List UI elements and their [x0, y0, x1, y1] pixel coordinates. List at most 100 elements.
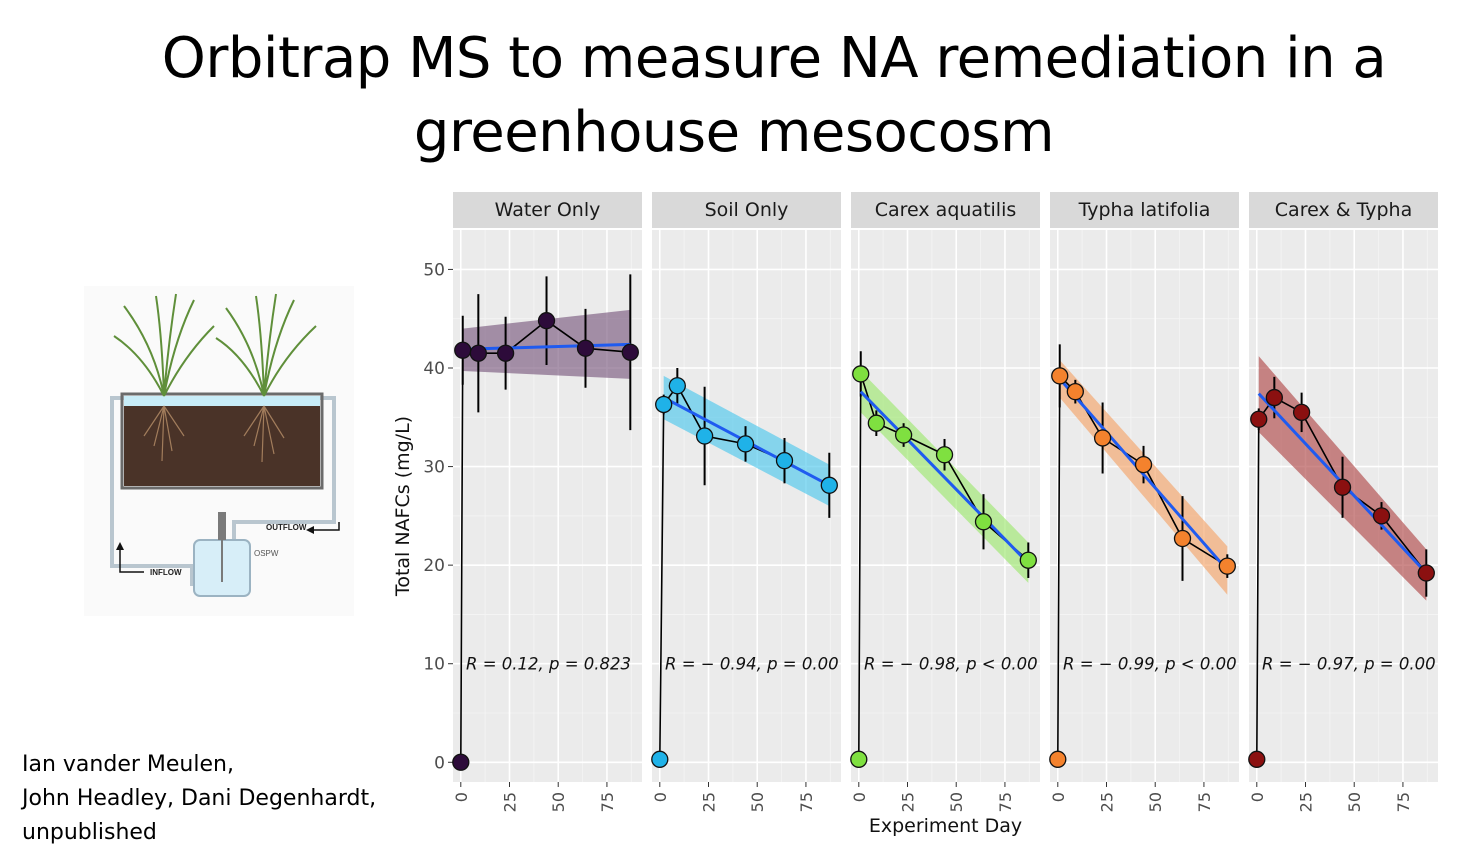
panel-1: Soil Only 0 25 50 75 R = − 0.94, p = 0.00 [651, 192, 841, 812]
stat-annotation-group: R = 0.12, p = 0.823 [466, 655, 631, 674]
x-tick-label: 50 [748, 792, 767, 812]
stat-annotation: R = 0.12, p = 0.823 [466, 655, 631, 674]
slide-title-line-1: Orbitrap MS to measure NA remediation in… [161, 26, 1387, 91]
data-point [576, 339, 595, 357]
x-tick-label: 50 [1345, 792, 1364, 812]
data-point [736, 435, 755, 453]
tank-frame [120, 392, 324, 490]
data-point [454, 341, 472, 359]
panel-strip [652, 192, 841, 228]
stat-annotation: R = − 0.94, p = 0.00 [665, 655, 839, 674]
inflow-pipe [110, 396, 194, 586]
x-tick-label: 0 [1248, 792, 1267, 802]
panel-background [1050, 230, 1239, 782]
outflow-arrow-head-icon [306, 526, 314, 534]
y-tick-label: 50 [423, 260, 445, 280]
panel-strip-label: Carex aquatilis [875, 199, 1017, 221]
panel-strip [1249, 192, 1438, 228]
x-tick-label: 75 [598, 792, 617, 812]
x-tick-label: 0 [850, 792, 869, 802]
data-point [1417, 564, 1435, 582]
stat-annotation: R = − 0.98, p < 0.00 [864, 655, 1038, 674]
author-line-1: Ian vander Meulen, [22, 752, 234, 777]
stat-annotation-group: R = − 0.97, p = 0.00 [1262, 655, 1436, 674]
stat-annotation-group: R = − 0.99, p < 0.00 [1063, 655, 1237, 674]
x-tick-label: 25 [1098, 792, 1117, 812]
data-point [496, 344, 515, 362]
slide-title: Orbitrap MS to measure NA remediation in… [0, 22, 1468, 170]
x-tick-label: 25 [899, 792, 918, 812]
author-line-2: John Headley, Dani Degenhardt, [22, 786, 377, 811]
x-tick-label: 50 [947, 792, 966, 812]
panel-strip-label: Water Only [495, 199, 601, 221]
panel-strip [851, 192, 1040, 228]
panel-strip [1050, 192, 1239, 228]
x-axis-label: Experiment Day [869, 815, 1022, 837]
data-point [775, 452, 794, 470]
x-tick-label: 75 [1195, 792, 1214, 812]
panel-2: Carex aquatilis 0 25 50 75 R = − 0.98, p < 0.… [850, 192, 1040, 812]
x-tick-label: 25 [1297, 792, 1316, 812]
panel-strip [453, 192, 642, 228]
outflow-arrow-icon [310, 522, 340, 531]
data-point [1292, 403, 1311, 422]
data-point [1265, 388, 1283, 407]
panel-strip-label: Carex & Typha [1275, 199, 1412, 221]
x-tick-label: 25 [501, 792, 520, 812]
tank-water [124, 396, 320, 406]
x-tick-label: 50 [549, 792, 568, 812]
inflow-arrow-head-icon [116, 542, 124, 550]
mesocosm-illustration: OUTFLOW INFLOW OSPW [84, 286, 354, 616]
panel-3: Typha latifolia 0 25 50 75 R = − 0.99, p < 0.… [1049, 192, 1239, 812]
y-tick-label: 10 [423, 655, 445, 675]
fit-line [859, 390, 1030, 565]
ospw-label: OSPW [254, 549, 279, 558]
panel-background [652, 230, 841, 782]
data-point [1173, 529, 1192, 548]
data-point [452, 753, 470, 771]
data-point [1066, 383, 1084, 401]
panel-0: Water Only 0 25 50 75 R = 0.12, p = 0.823 [452, 192, 642, 812]
data-point [867, 414, 885, 432]
x-tick-label: 0 [452, 792, 471, 802]
x-tick-label: 0 [651, 792, 670, 802]
roots-icon [143, 405, 285, 463]
fit-line [1058, 377, 1229, 572]
data-point [850, 750, 868, 768]
data-point [695, 427, 714, 445]
x-tick-label: 25 [700, 792, 719, 812]
data-point [1218, 557, 1236, 575]
data-point [1248, 750, 1266, 768]
x-tick-label: 75 [797, 792, 816, 812]
data-point [894, 426, 913, 444]
y-tick-label: 20 [423, 556, 445, 576]
data-point [668, 377, 686, 395]
y-axis-label: Total NAFCs (mg/L) [392, 416, 414, 597]
slide-title-line-2: greenhouse mesocosm [413, 100, 1055, 165]
nafc-faceted-chart: 0 10 20 30 40 50 Total NAFCs (mg/L) Experiment … [392, 192, 1438, 837]
data-point [935, 446, 954, 464]
stat-annotation-group: R = − 0.98, p < 0.00 [864, 655, 1038, 674]
x-tick-label: 0 [1049, 792, 1068, 802]
stat-annotation-group: R = − 0.94, p = 0.00 [665, 655, 839, 674]
x-tick-label: 75 [996, 792, 1015, 812]
data-point [1134, 455, 1153, 474]
y-tick-label: 30 [423, 458, 445, 478]
outflow-label: OUTFLOW [266, 523, 307, 532]
stat-annotation: R = − 0.97, p = 0.00 [1262, 655, 1436, 674]
data-point [974, 513, 993, 531]
data-point [469, 344, 487, 362]
data-point [1049, 750, 1067, 768]
panel-strip-label: Soil Only [705, 199, 789, 221]
outflow-pipe [232, 396, 336, 542]
tank-soil [124, 406, 320, 486]
panel-strip-label: Typha latifolia [1078, 199, 1211, 221]
x-tick-label: 75 [1394, 792, 1413, 812]
fit-line [462, 342, 631, 351]
data-point [651, 750, 669, 768]
stirrer-icon [218, 512, 226, 540]
y-tick-label: 40 [423, 359, 445, 379]
data-point [1250, 410, 1268, 428]
data-point [537, 312, 556, 330]
data-point [1051, 367, 1069, 385]
